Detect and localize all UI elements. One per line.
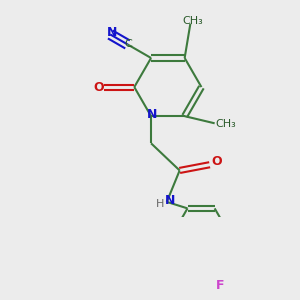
Text: O: O <box>93 81 104 94</box>
Text: F: F <box>215 279 224 292</box>
Text: N: N <box>147 107 157 121</box>
Text: N: N <box>107 26 118 39</box>
Text: C: C <box>124 39 132 49</box>
Text: CH₃: CH₃ <box>216 119 236 129</box>
Text: H: H <box>155 199 164 209</box>
Text: N: N <box>164 194 175 207</box>
Text: O: O <box>212 155 222 168</box>
Text: CH₃: CH₃ <box>182 16 203 26</box>
